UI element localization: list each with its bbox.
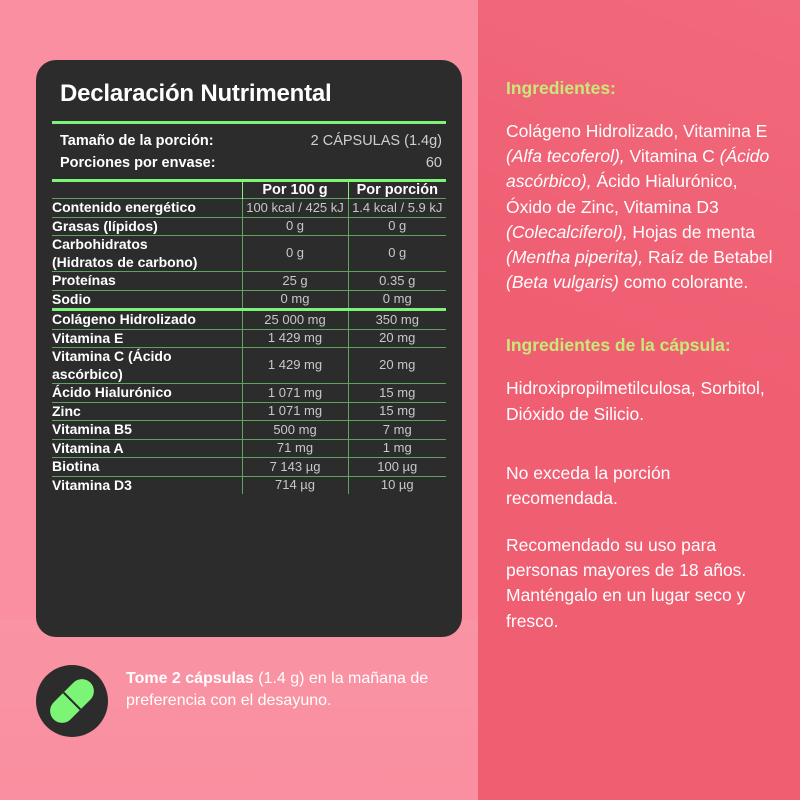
value-per-100g: 714 µg: [241, 475, 348, 494]
nutrition-table-body: Contenido energético 100 kcal / 425 kJ 1.4…: [52, 198, 446, 494]
capsule-icon: [36, 665, 108, 737]
dosage-text: Tome 2 cápsulas (1.4 g) en la mañana de …: [126, 665, 456, 712]
value-per-100g: 100 kcal / 425 kJ: [241, 198, 348, 217]
divider-top: [52, 121, 446, 124]
value-per-100g: 0 mg: [241, 289, 348, 310]
nutrient-name: Grasas (lípidos): [52, 216, 242, 236]
table-row: Colágeno Hidrolizado 25 000 mg 350 mg: [52, 308, 446, 329]
value-per-serving: 0 g: [347, 216, 446, 236]
spacer: [506, 511, 778, 533]
ingredients-panel: Ingredientes: Colágeno Hidrolizado, Vita…: [506, 78, 778, 634]
servings-per-container-label: Porciones por envase:: [60, 155, 216, 171]
value-per-100g: 1 429 mg: [241, 328, 348, 348]
capsule-ingredients-heading: Ingredientes de la cápsula:: [506, 335, 731, 356]
spacer: [506, 295, 778, 335]
nutrition-table: Por 100 g Por porción Contenido energéti…: [52, 182, 446, 494]
nutrition-facts-card: Declaración Nutrimental Tamaño de la por…: [36, 60, 462, 637]
ingredients-list: Colágeno Hidrolizado, Vitamina E (Alfa t…: [506, 121, 773, 293]
column-header-per-serving: Por porción: [347, 182, 446, 199]
table-row: Ácido Hialurónico 1 071 mg 15 mg: [52, 383, 446, 402]
value-per-100g: 1 429 mg: [241, 347, 348, 384]
value-per-serving: 15 mg: [347, 401, 446, 421]
dosage-detail: (1.4 g) en la mañana de preferencia con …: [126, 670, 429, 710]
value-per-100g: 0 g: [241, 235, 348, 272]
nutrient-name: Vitamina B5: [52, 420, 242, 439]
serving-size-row: Tamaño de la porción: 2 CÁPSULAS (1.4g): [52, 130, 446, 152]
value-per-serving: 0 mg: [347, 289, 446, 310]
table-row: Proteínas 25 g 0.35 g: [52, 271, 446, 290]
nutrient-name: Vitamina A: [52, 438, 242, 458]
capsule-ingredients-list: Hidroxipropilmetilculosa, Sorbitol, Dióx…: [506, 378, 765, 424]
value-per-100g: 25 g: [241, 271, 348, 290]
nutrient-name: Sodio: [52, 289, 242, 310]
value-per-100g: 71 mg: [241, 438, 348, 458]
value-per-serving: 20 mg: [347, 347, 446, 384]
table-row: Vitamina D3 714 µg 10 µg: [52, 475, 446, 494]
page-title: Declaración Nutrimental: [60, 80, 332, 107]
table-header-row: Por 100 g Por porción: [52, 182, 446, 199]
background-right: [478, 0, 800, 800]
value-per-serving: 1 mg: [347, 438, 446, 458]
value-per-100g: 25 000 mg: [241, 308, 348, 329]
nutrient-name: Carbohidratos (Hidratos de carbono): [52, 235, 242, 272]
nutrient-name: Contenido energético: [52, 198, 242, 217]
nutrient-name: Vitamina C (Ácido ascórbico): [52, 347, 242, 384]
value-per-serving: 100 µg: [347, 457, 446, 476]
serving-size-value: 2 CÁPSULAS (1.4g): [310, 133, 442, 149]
value-per-serving: 0.35 g: [347, 271, 446, 290]
value-per-100g: 1 071 mg: [241, 401, 348, 421]
nutrient-name: Vitamina D3: [52, 475, 242, 494]
table-row: Zinc 1 071 mg 15 mg: [52, 401, 446, 421]
nutrient-name: Biotina: [52, 457, 242, 476]
servings-per-container-row: Porciones por envase: 60: [52, 152, 446, 174]
spacer: [506, 427, 778, 461]
divider-table-top: [52, 179, 446, 182]
servings-per-container-value: 60: [425, 155, 442, 171]
table-row: Vitamina B5 500 mg 7 mg: [52, 420, 446, 439]
value-per-100g: 0 g: [241, 216, 348, 236]
table-row: Vitamina A 71 mg 1 mg: [52, 438, 446, 458]
serving-info-block: Tamaño de la porción: 2 CÁPSULAS (1.4g) …: [52, 124, 446, 179]
nutrient-name: Zinc: [52, 401, 242, 421]
table-row: Biotina 7 143 µg 100 µg: [52, 457, 446, 476]
value-per-100g: 7 143 µg: [241, 457, 348, 476]
nutrient-name: Colágeno Hidrolizado: [52, 308, 242, 329]
nutrient-name: Ácido Hialurónico: [52, 383, 242, 402]
dosage-block: Tome 2 cápsulas (1.4 g) en la mañana de …: [36, 665, 456, 737]
nutrient-name: Vitamina E: [52, 328, 242, 348]
column-header-per-100g: Por 100 g: [241, 182, 348, 199]
ingredients-heading: Ingredientes:: [506, 78, 616, 98]
nutrient-name: Proteínas: [52, 271, 242, 290]
value-per-serving: 7 mg: [347, 420, 446, 439]
value-per-serving: 1.4 kcal / 5.9 kJ: [347, 198, 446, 217]
value-per-serving: 10 µg: [347, 475, 446, 494]
serving-size-label: Tamaño de la porción:: [60, 133, 214, 149]
table-row: Contenido energético 100 kcal / 425 kJ 1.4…: [52, 198, 446, 217]
value-per-serving: 15 mg: [347, 383, 446, 402]
column-header-name: [52, 182, 242, 199]
warning-not-exceed: No exceda la porción recomendada.: [506, 462, 671, 508]
value-per-100g: 1 071 mg: [241, 383, 348, 402]
value-per-serving: 0 g: [347, 235, 446, 272]
table-row: Sodio 0 mg 0 mg: [52, 289, 446, 310]
dosage-headline: Tome 2 cápsulas: [126, 670, 254, 687]
warning-usage: Recomendado su uso para personas mayores…: [506, 535, 747, 631]
value-per-serving: 350 mg: [347, 308, 446, 329]
value-per-serving: 20 mg: [347, 328, 446, 348]
capsule-pill-shape: [45, 674, 99, 728]
value-per-100g: 500 mg: [241, 420, 348, 439]
table-row: Vitamina C (Ácido ascórbico) 1 429 mg 20 mg: [52, 347, 446, 384]
